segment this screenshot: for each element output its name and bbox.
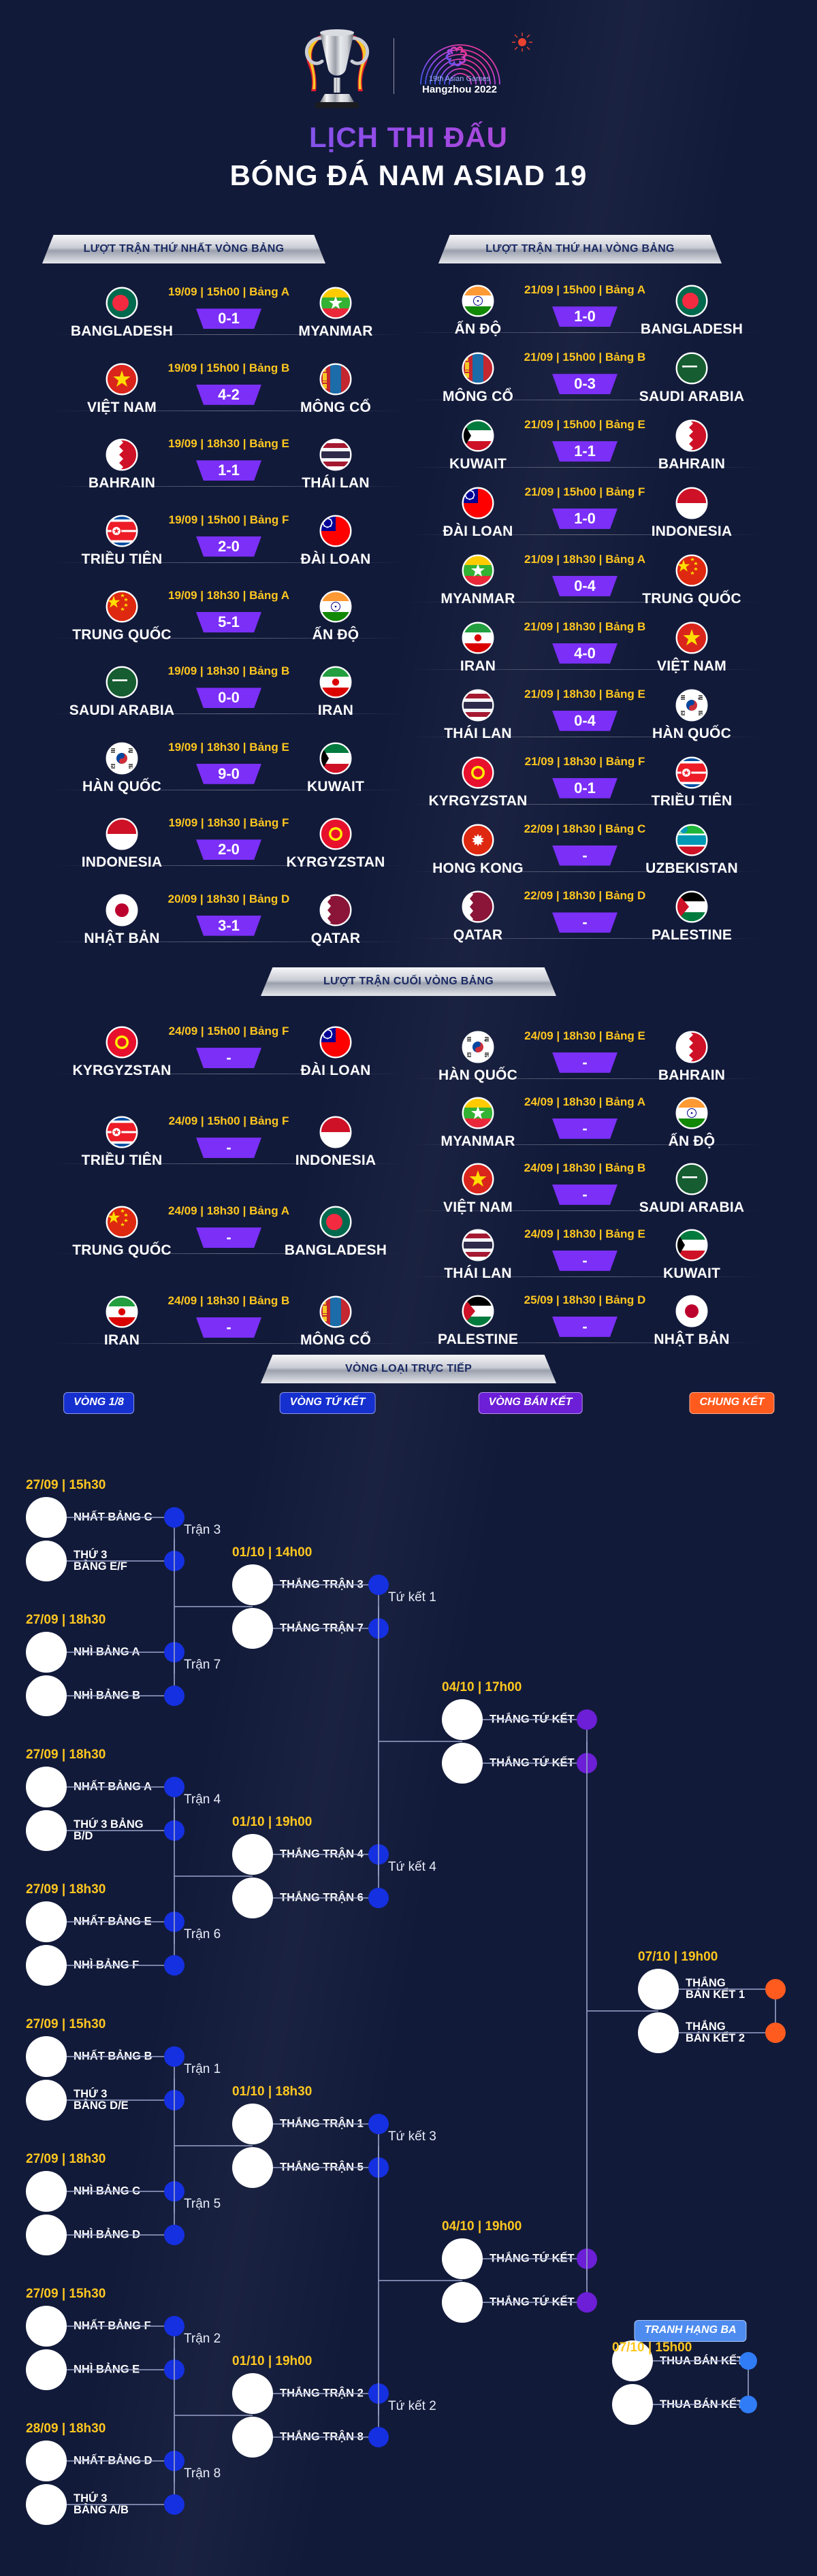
svg-text:NHẤT BẢNG C: NHẤT BẢNG C (74, 1511, 153, 1524)
svg-text:07/10 | 19h00: 07/10 | 19h00 (638, 1950, 718, 1964)
svg-text:NHÌ BẢNG D: NHÌ BẢNG D (74, 2228, 140, 2241)
svg-text:THẮNG TỨ KẾT 1: THẮNG TỨ KẾT 1 (490, 1713, 583, 1726)
svg-text:Trận 5: Trận 5 (184, 2197, 221, 2211)
svg-text:04/10 | 17h00: 04/10 | 17h00 (442, 1680, 522, 1694)
svg-text:04/10 | 19h00: 04/10 | 19h00 (442, 2219, 522, 2234)
svg-text:NHẤT BẢNG D: NHẤT BẢNG D (74, 2454, 153, 2467)
svg-text:THẮNG TRẬN 3: THẮNG TRẬN 3 (280, 1578, 364, 1591)
svg-text:Trận 4: Trận 4 (184, 1792, 221, 1807)
svg-text:27/09 | 15h30: 27/09 | 15h30 (26, 1478, 106, 1492)
svg-text:BÁN KẾT 2: BÁN KẾT 2 (686, 2031, 745, 2044)
svg-text:NHẤT BẢNG E: NHẤT BẢNG E (74, 1915, 152, 1928)
svg-text:28/09 | 18h30: 28/09 | 18h30 (26, 2421, 106, 2436)
svg-text:27/09 | 18h30: 27/09 | 18h30 (26, 2152, 106, 2166)
svg-text:01/10 | 18h30: 01/10 | 18h30 (232, 2084, 312, 2099)
svg-text:THẮNG TRẬN 8: THẮNG TRẬN 8 (280, 2430, 364, 2443)
svg-text:THẮNG TRẬN 5: THẮNG TRẬN 5 (280, 2161, 364, 2174)
svg-text:Trận 1: Trận 1 (184, 2062, 221, 2076)
svg-text:THẮNG: THẮNG (686, 2020, 726, 2033)
svg-text:NHÌ BẢNG B: NHÌ BẢNG B (74, 1689, 140, 1702)
svg-text:01/10 | 14h00: 01/10 | 14h00 (232, 1545, 312, 1560)
svg-text:B/D: B/D (74, 1830, 93, 1842)
svg-text:27/09 | 18h30: 27/09 | 18h30 (26, 1613, 106, 1627)
svg-text:Trận 2: Trận 2 (184, 2332, 221, 2346)
svg-text:THẮNG TỨ KẾT 2: THẮNG TỨ KẾT 2 (490, 2296, 583, 2308)
svg-text:NHẤT BẢNG B: NHẤT BẢNG B (74, 2050, 153, 2063)
svg-text:THẮNG TỨ KẾT 4: THẮNG TỨ KẾT 4 (490, 1756, 584, 1769)
svg-text:THẮNG TRẬN 6: THẮNG TRẬN 6 (280, 1891, 364, 1904)
svg-text:THẮNG: THẮNG (686, 1976, 726, 1989)
svg-text:BẢNG E/F: BẢNG E/F (74, 1560, 127, 1573)
svg-text:01/10 | 19h00: 01/10 | 19h00 (232, 1815, 312, 1829)
svg-text:NHÌ BẢNG C: NHÌ BẢNG C (74, 2185, 140, 2197)
svg-text:Tứ kết 1: Tứ kết 1 (388, 1590, 436, 1605)
svg-text:THỨ 3: THỨ 3 (74, 2492, 107, 2505)
svg-text:NHÌ BẢNG A: NHÌ BẢNG A (74, 1645, 140, 1658)
svg-text:THẮNG TRẬN 7: THẮNG TRẬN 7 (280, 1622, 364, 1635)
svg-text:THỨ 3: THỨ 3 (74, 2087, 107, 2100)
svg-text:BẢNG A/B: BẢNG A/B (74, 2503, 129, 2516)
svg-text:BÁN KẾT 1: BÁN KẾT 1 (686, 1988, 745, 2001)
svg-text:Trận 7: Trận 7 (184, 1658, 221, 1672)
svg-text:19th Asian Games: 19th Asian Games (429, 75, 490, 83)
svg-text:THỨ 3 BẢNG: THỨ 3 BẢNG (74, 1818, 144, 1831)
svg-text:NHẤT BẢNG F: NHẤT BẢNG F (74, 2319, 151, 2332)
svg-text:THẮNG TRẬN 4: THẮNG TRẬN 4 (280, 1848, 364, 1861)
svg-text:Hangzhou 2022: Hangzhou 2022 (422, 84, 497, 95)
svg-text:27/09 | 15h30: 27/09 | 15h30 (26, 2017, 106, 2031)
svg-text:Trận 3: Trận 3 (184, 1523, 221, 1537)
svg-text:Tứ kết 4: Tứ kết 4 (388, 1860, 436, 1874)
svg-text:Tứ kết 2: Tứ kết 2 (388, 2399, 436, 2413)
svg-text:BẢNG D/E: BẢNG D/E (74, 2099, 129, 2112)
svg-text:Trận 8: Trận 8 (184, 2466, 221, 2481)
svg-text:THẮNG TỨ KẾT 3: THẮNG TỨ KẾT 3 (490, 2252, 583, 2265)
svg-text:27/09 | 18h30: 27/09 | 18h30 (26, 1882, 106, 1897)
svg-text:27/09 | 18h30: 27/09 | 18h30 (26, 1748, 106, 1762)
svg-text:07/10 | 15h00: 07/10 | 15h00 (612, 2340, 692, 2355)
svg-text:NHẤT BẢNG A: NHẤT BẢNG A (74, 1780, 152, 1793)
svg-text:THỨ 3: THỨ 3 (74, 1548, 107, 1561)
svg-text:THẮNG TRẬN 2: THẮNG TRẬN 2 (280, 2387, 364, 2400)
svg-text:01/10 | 19h00: 01/10 | 19h00 (232, 2354, 312, 2368)
svg-text:NHÌ BẢNG F: NHÌ BẢNG F (74, 1959, 139, 1971)
svg-text:27/09 | 15h30: 27/09 | 15h30 (26, 2287, 106, 2301)
svg-text:THẮNG TRẬN 1: THẮNG TRẬN 1 (280, 2117, 364, 2130)
svg-text:NHÌ BẢNG E: NHÌ BẢNG E (74, 2363, 140, 2376)
svg-text:Trận 6: Trận 6 (184, 1927, 221, 1942)
svg-text:Tứ kết 3: Tứ kết 3 (388, 2129, 436, 2144)
